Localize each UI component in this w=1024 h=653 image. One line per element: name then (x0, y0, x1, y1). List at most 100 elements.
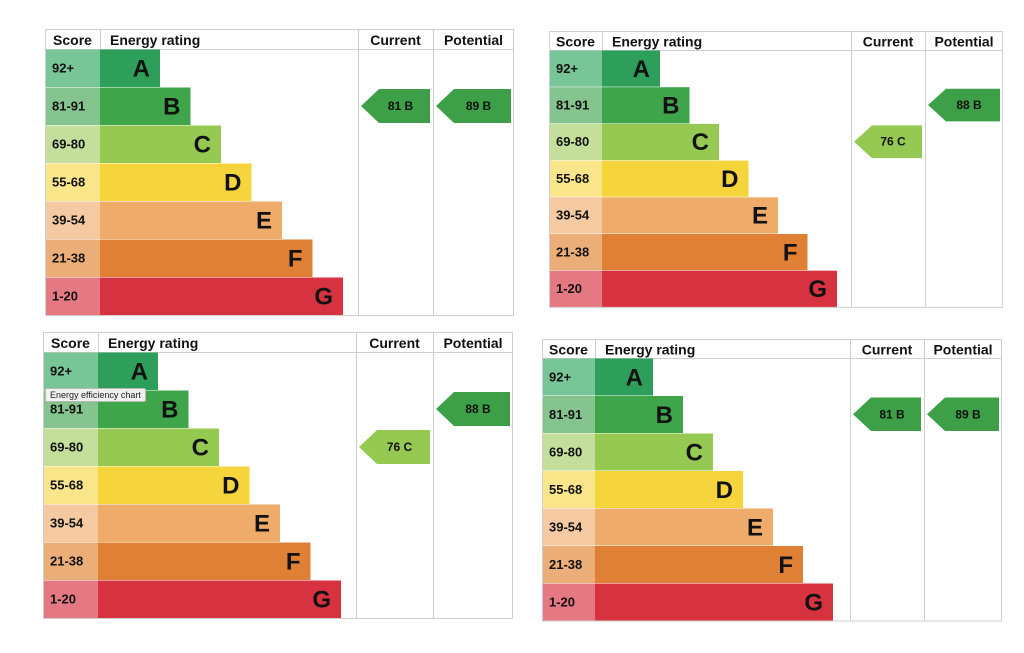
rating-bar-a (595, 358, 653, 396)
rating-bar-e (100, 201, 282, 239)
rating-letter-b: B (656, 402, 673, 429)
score-cell-b (550, 87, 603, 124)
score-header: Score (556, 33, 595, 49)
chart-tooltip: Energy efficiency chart (45, 388, 146, 402)
score-range-a: 92+ (556, 61, 578, 76)
score-cell-c (44, 428, 98, 466)
score-range-g: 1-20 (556, 281, 582, 296)
score-cell-c (46, 125, 100, 163)
rating-letter-f: F (286, 549, 301, 576)
rating-letter-d: D (721, 166, 738, 193)
score-cell-b (46, 87, 100, 125)
potential-rating-label: 88 B (465, 402, 491, 416)
rating-bar-c (98, 428, 219, 466)
score-cell-e (543, 508, 595, 546)
rating-letter-d: D (224, 170, 241, 197)
energy-rating-header: Energy rating (108, 335, 198, 351)
rating-bar-g (595, 583, 833, 621)
score-cell-g (550, 270, 603, 307)
score-cell-g (46, 277, 100, 315)
score-range-e: 39-54 (549, 519, 583, 534)
rating-letter-g: G (804, 589, 823, 616)
current-header: Current (370, 32, 421, 48)
rating-bar-a (98, 352, 158, 390)
score-range-d: 55-68 (549, 482, 582, 497)
chart-svg: Score Energy rating Current Potential 92+ A 81… (549, 31, 1003, 308)
rating-bar-c (595, 433, 713, 471)
rating-letter-b: B (161, 397, 178, 424)
score-range-d: 55-68 (52, 175, 85, 190)
score-range-f: 21-38 (556, 244, 589, 259)
rating-bar-b (602, 87, 690, 124)
potential-header: Potential (934, 33, 993, 49)
rating-letter-g: G (808, 276, 827, 303)
score-header: Score (549, 342, 588, 358)
rating-bar-f (98, 542, 311, 580)
score-range-g: 1-20 (549, 594, 575, 609)
rating-letter-e: E (256, 208, 272, 235)
score-cell-f (46, 239, 100, 277)
rating-letter-e: E (752, 203, 768, 230)
score-range-f: 21-38 (549, 557, 582, 572)
chart-svg: Score Energy rating Current Potential 92+ A 81… (43, 332, 513, 619)
rating-letter-e: E (747, 514, 763, 541)
rating-bar-f (595, 546, 803, 583)
score-range-d: 55-68 (50, 478, 83, 493)
rating-bar-f (100, 239, 313, 277)
rating-letter-b: B (163, 94, 180, 121)
score-range-b: 81-91 (50, 402, 83, 417)
rating-bar-e (98, 504, 280, 542)
rating-bar-c (602, 123, 720, 161)
rating-letter-a: A (131, 359, 148, 386)
rating-letter-g: G (312, 587, 331, 614)
rating-bar-f (602, 233, 808, 271)
potential-header: Potential (444, 32, 503, 48)
rating-bar-g (98, 580, 341, 618)
score-range-e: 39-54 (556, 208, 590, 223)
epc-chart-4: Score Energy rating Current Potential 92+ A 81… (542, 339, 1002, 622)
score-range-e: 39-54 (52, 213, 86, 228)
score-cell-f (550, 233, 603, 271)
rating-letter-a: A (626, 364, 643, 391)
chart-svg: Score Energy rating Current Potential 92+ A 81… (542, 339, 1002, 622)
rating-bar-a (602, 50, 661, 87)
current-rating-arrow (853, 397, 921, 431)
score-range-f: 21-38 (52, 251, 85, 266)
potential-header: Potential (443, 335, 502, 351)
score-range-c: 69-80 (50, 440, 83, 455)
potential-rating-arrow (436, 392, 510, 426)
rating-letter-a: A (633, 56, 650, 83)
rating-letter-d: D (716, 477, 733, 504)
potential-rating-label: 88 B (956, 98, 982, 112)
current-rating-label: 81 B (388, 99, 414, 113)
potential-rating-arrow (927, 88, 1000, 122)
score-header: Score (51, 335, 90, 351)
score-cell-d (543, 471, 595, 508)
rating-bar-e (595, 508, 773, 546)
current-rating-arrow (361, 89, 430, 123)
score-range-g: 1-20 (50, 592, 76, 607)
rating-letter-b: B (662, 93, 679, 120)
energy-rating-header: Energy rating (110, 32, 200, 48)
current-header: Current (863, 33, 914, 49)
rating-letter-f: F (778, 552, 793, 579)
score-cell-d (46, 163, 100, 201)
score-range-a: 92+ (50, 364, 72, 379)
score-range-g: 1-20 (52, 289, 78, 304)
score-cell-d (550, 160, 603, 197)
score-cell-f (543, 546, 595, 583)
rating-letter-f: F (288, 246, 303, 273)
potential-header: Potential (933, 342, 992, 358)
score-cell-f (44, 542, 98, 580)
current-header: Current (369, 335, 420, 351)
rating-bar-b (595, 396, 683, 433)
rating-letter-d: D (222, 473, 239, 500)
score-range-b: 81-91 (52, 99, 85, 114)
potential-rating-label: 89 B (466, 99, 492, 113)
epc-chart-1: Score Energy rating Current Potential 92+ A 81… (45, 29, 514, 316)
rating-letter-e: E (254, 511, 270, 538)
score-cell-e (550, 197, 603, 234)
rating-letter-c: C (692, 129, 709, 156)
score-cell-g (543, 583, 595, 621)
rating-letter-g: G (314, 284, 333, 311)
